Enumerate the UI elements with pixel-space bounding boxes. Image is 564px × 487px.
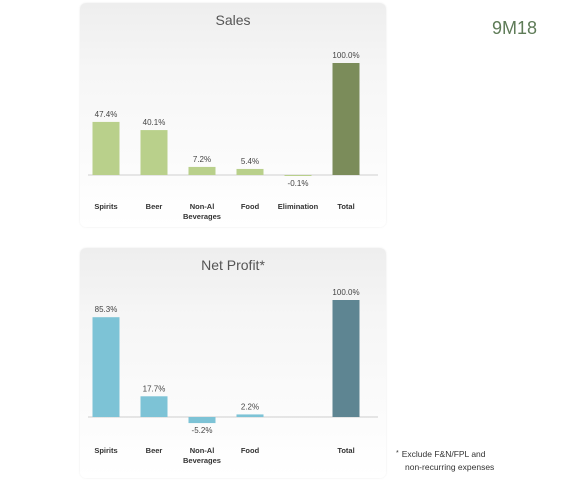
sales-data-label: 5.4% bbox=[241, 157, 259, 166]
sales-data-label: -0.1% bbox=[288, 179, 309, 188]
sales-chart-panel: Sales 47.4% Spirits 40.1% Beer 7.2% Non-Al Bev… bbox=[80, 3, 386, 227]
sales-category-label: Non-Al bbox=[190, 202, 215, 211]
sales-bar-total bbox=[332, 63, 360, 175]
sales-bar-beer bbox=[140, 130, 168, 175]
net-profit-data-label: -5.2% bbox=[192, 426, 213, 435]
sales-data-label: 47.4% bbox=[95, 110, 118, 119]
net-profit-category-label: Spirits bbox=[94, 446, 117, 455]
footnote-marker: * bbox=[396, 450, 399, 457]
net-profit-category-label: Beverages bbox=[183, 456, 221, 465]
net-profit-data-label: 17.7% bbox=[143, 384, 166, 393]
net-profit-bar-non-al-beverages bbox=[188, 417, 216, 424]
net-profit-category-label: Beer bbox=[146, 446, 163, 455]
sales-bar-spirits bbox=[92, 121, 120, 175]
sales-category-label: Food bbox=[241, 202, 260, 211]
sales-chart-title: Sales bbox=[215, 12, 251, 28]
footnote-line-2: non-recurring expenses bbox=[405, 462, 495, 472]
net-profit-bar-food bbox=[236, 414, 264, 417]
sales-category-label: Elimination bbox=[278, 202, 319, 211]
net-profit-bar-spirits bbox=[92, 317, 120, 417]
sales-data-label: 100.0% bbox=[332, 51, 359, 60]
footnote: * Exclude F&N/FPL and non-recurring expen… bbox=[396, 447, 494, 474]
sales-category-label: Beer bbox=[146, 202, 163, 211]
sales-category-label: Spirits bbox=[94, 202, 117, 211]
net-profit-category-label: Non-Al bbox=[190, 446, 215, 455]
footnote-line-1: Exclude F&N/FPL and bbox=[401, 449, 486, 459]
net-profit-category-label: Total bbox=[337, 446, 354, 455]
net-profit-data-label: 100.0% bbox=[332, 288, 359, 297]
net-profit-category-label: Food bbox=[241, 446, 260, 455]
net-profit-chart-title: Net Profit* bbox=[201, 257, 265, 273]
sales-data-label: 7.2% bbox=[193, 155, 211, 164]
net-profit-bar-beer bbox=[140, 396, 168, 417]
net-profit-bar-total bbox=[332, 300, 360, 417]
sales-bar-chart: 47.4% Spirits 40.1% Beer 7.2% Non-AlBeverages… bbox=[88, 51, 378, 221]
sales-bar-elimination bbox=[284, 175, 312, 176]
net-profit-data-label: 85.3% bbox=[95, 305, 118, 314]
sales-bar-non-al-beverages bbox=[188, 166, 216, 175]
net-profit-data-label: 2.2% bbox=[241, 402, 259, 411]
sales-category-label: Total bbox=[337, 202, 354, 211]
net-profit-chart-panel: Net Profit* 85.3% Spirits 17.7% Beer -5.2% No… bbox=[80, 248, 386, 478]
sales-bar-food bbox=[236, 168, 264, 175]
net-profit-bar-chart: 85.3% Spirits 17.7% Beer -5.2% Non-AlBeverage… bbox=[88, 288, 378, 465]
period-label: 9M18 bbox=[492, 18, 538, 38]
sales-category-label: Beverages bbox=[183, 212, 221, 221]
sales-data-label: 40.1% bbox=[143, 118, 166, 127]
